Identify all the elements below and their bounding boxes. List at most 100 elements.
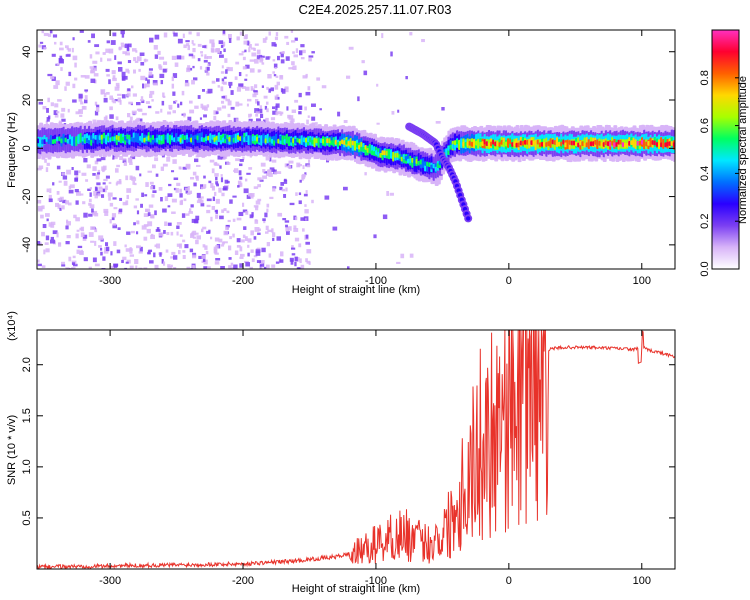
noise-cell — [211, 185, 215, 191]
noise-cell — [84, 89, 89, 92]
noise-cell — [255, 249, 261, 253]
noise-cell — [69, 184, 75, 189]
noise-cell — [163, 230, 166, 234]
noise-cell — [287, 165, 292, 169]
noise-cell — [215, 198, 220, 204]
noise-cell — [171, 170, 175, 173]
noise-cell — [210, 47, 215, 53]
x-tick-label: -200 — [232, 275, 254, 287]
noise-cell — [222, 188, 227, 191]
noise-cell — [82, 201, 86, 205]
noise-cell — [168, 183, 172, 187]
noise-cell — [156, 243, 161, 249]
noise-cell — [216, 78, 220, 82]
noise-cell — [196, 192, 201, 198]
noise-cell — [311, 199, 314, 204]
noise-cell — [207, 56, 212, 59]
noise-cell — [274, 36, 279, 41]
noise-cell — [45, 120, 48, 125]
noise-cell — [185, 165, 191, 169]
noise-cell — [343, 186, 348, 191]
noise-cell — [71, 167, 74, 171]
noise-cell — [289, 202, 295, 206]
noise-cell — [274, 67, 277, 70]
noise-cell — [251, 88, 256, 91]
noise-cell — [203, 175, 206, 179]
noise-cell — [247, 252, 250, 257]
noise-cell — [277, 55, 280, 61]
noise-cell — [242, 157, 245, 160]
noise-cell — [143, 83, 147, 89]
noise-cell — [82, 105, 85, 110]
noise-cell — [55, 80, 60, 86]
noise-cell — [421, 39, 425, 43]
noise-cell — [80, 75, 86, 78]
noise-cell — [251, 52, 257, 57]
noise-cell — [249, 44, 252, 48]
spectrogram-heatmap — [37, 30, 675, 269]
noise-cell — [136, 231, 139, 235]
noise-cell — [373, 234, 377, 239]
noise-cell — [285, 56, 290, 61]
noise-cell — [97, 169, 101, 175]
noise-cell — [74, 170, 79, 176]
noise-cell — [74, 62, 77, 68]
noise-cell — [115, 82, 120, 87]
noise-cell — [200, 51, 203, 54]
noise-cell — [293, 54, 299, 58]
noise-cell — [147, 105, 152, 109]
noise-cell — [210, 216, 213, 222]
noise-cell — [259, 179, 264, 182]
noise-cell — [307, 115, 310, 118]
noise-cell — [245, 74, 248, 77]
noise-cell — [180, 199, 184, 205]
noise-cell — [274, 95, 278, 100]
noise-cell — [250, 230, 254, 236]
noise-cell — [71, 47, 74, 53]
noise-cell — [215, 111, 219, 115]
noise-cell — [111, 97, 114, 103]
noise-cell — [54, 41, 57, 45]
noise-cell — [382, 214, 388, 220]
noise-cell — [177, 103, 180, 108]
noise-cell — [302, 228, 305, 232]
noise-cell — [97, 189, 102, 193]
noise-cell — [103, 97, 108, 103]
noise-cell — [255, 251, 261, 256]
noise-cell — [98, 245, 102, 248]
noise-cell — [94, 228, 98, 233]
noise-cell — [196, 200, 202, 204]
noise-cell — [279, 112, 283, 116]
noise-cell — [154, 157, 159, 162]
noise-cell — [57, 99, 62, 102]
noise-cell — [83, 158, 88, 163]
noise-cell — [173, 177, 179, 181]
noise-cell — [285, 226, 289, 232]
noise-cell — [236, 86, 242, 92]
noise-cell — [242, 202, 245, 207]
noise-cell — [263, 266, 267, 269]
noise-cell — [96, 104, 100, 108]
noise-cell — [89, 192, 92, 197]
noise-cell — [121, 76, 126, 81]
noise-cell — [148, 249, 153, 253]
noise-cell — [41, 205, 45, 210]
noise-cell — [79, 114, 83, 117]
noise-cell — [389, 192, 394, 196]
noise-cell — [286, 231, 290, 235]
noise-cell — [266, 208, 269, 213]
noise-cell — [105, 48, 110, 53]
noise-cell — [149, 181, 154, 185]
noise-cell — [271, 159, 277, 163]
noise-cell — [132, 48, 137, 52]
noise-cell — [73, 214, 77, 219]
noise-cell — [206, 198, 212, 202]
noise-cell — [245, 86, 250, 91]
noise-cell — [183, 112, 186, 118]
noise-cell — [180, 101, 183, 106]
noise-cell — [72, 262, 76, 265]
noise-cell — [171, 55, 177, 60]
noise-cell — [134, 182, 137, 186]
noise-cell — [141, 225, 147, 230]
noise-cell — [192, 265, 196, 269]
